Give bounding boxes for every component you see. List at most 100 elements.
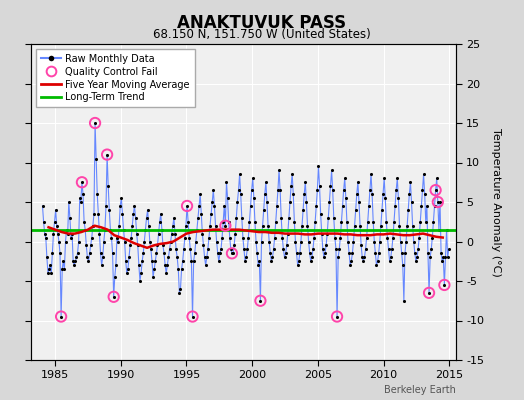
Point: [178, 266, 186, 272]
Point: [48, 250, 57, 256]
Point: [293, 262, 302, 268]
Point: [225, 234, 234, 241]
Point: [299, 207, 307, 213]
Point: [419, 171, 428, 178]
Point: [318, 230, 326, 237]
Point: [130, 203, 139, 209]
Point: [380, 175, 388, 182]
Point: [74, 238, 83, 245]
Point: [417, 203, 425, 209]
Point: [251, 218, 259, 225]
Point: [347, 258, 355, 264]
Point: [188, 313, 196, 320]
Point: [115, 222, 123, 229]
Point: [187, 258, 195, 264]
Point: [304, 238, 313, 245]
Point: [434, 199, 442, 205]
Point: [166, 246, 174, 253]
Point: [286, 199, 294, 205]
Point: [389, 234, 397, 241]
Point: [78, 179, 86, 186]
Point: [404, 207, 412, 213]
Point: [145, 222, 153, 229]
Point: [288, 171, 297, 178]
Point: [265, 238, 274, 245]
Point: [337, 218, 346, 225]
Point: [106, 226, 115, 233]
Point: [336, 234, 345, 241]
Point: [93, 191, 102, 197]
Point: [41, 234, 50, 241]
Point: [77, 199, 85, 205]
Point: [228, 250, 236, 256]
Point: [350, 238, 358, 245]
Point: [261, 179, 270, 186]
Point: [256, 298, 265, 304]
Point: [84, 258, 93, 264]
Point: [78, 179, 86, 186]
Point: [253, 250, 261, 256]
Point: [420, 191, 429, 197]
Point: [260, 191, 269, 197]
Point: [162, 270, 170, 276]
Point: [223, 195, 232, 201]
Point: [371, 250, 379, 256]
Point: [344, 238, 352, 245]
Text: 68.150 N, 151.750 W (United States): 68.150 N, 151.750 W (United States): [153, 28, 371, 41]
Point: [425, 290, 433, 296]
Point: [110, 294, 118, 300]
Point: [183, 203, 191, 209]
Point: [71, 258, 80, 264]
Point: [140, 238, 148, 245]
Point: [424, 250, 432, 256]
Point: [246, 203, 255, 209]
Point: [414, 246, 422, 253]
Point: [70, 262, 79, 268]
Point: [197, 211, 205, 217]
Point: [38, 203, 47, 209]
Point: [342, 195, 350, 201]
Point: [330, 214, 338, 221]
Point: [314, 163, 323, 170]
Point: [107, 234, 116, 241]
Point: [44, 270, 52, 276]
Point: [42, 254, 51, 260]
Point: [134, 242, 142, 249]
Point: [353, 191, 361, 197]
Point: [294, 258, 303, 264]
Point: [267, 258, 276, 264]
Point: [285, 214, 293, 221]
Point: [90, 211, 98, 217]
Point: [104, 183, 113, 189]
Point: [281, 250, 290, 256]
Point: [316, 211, 325, 217]
Point: [235, 171, 244, 178]
Point: [291, 238, 300, 245]
Point: [188, 313, 196, 320]
Point: [321, 250, 329, 256]
Point: [92, 155, 101, 162]
Point: [205, 234, 213, 241]
Point: [46, 262, 54, 268]
Point: [438, 258, 446, 264]
Point: [198, 230, 206, 237]
Point: [297, 238, 305, 245]
Point: [97, 262, 106, 268]
Point: [139, 250, 147, 256]
Point: [195, 203, 203, 209]
Point: [381, 195, 389, 201]
Point: [398, 250, 406, 256]
Point: [287, 183, 295, 189]
Point: [211, 222, 220, 229]
Point: [394, 195, 402, 201]
Point: [363, 234, 371, 241]
Point: [307, 258, 315, 264]
Point: [179, 258, 187, 264]
Point: [182, 222, 190, 229]
Point: [85, 250, 94, 256]
Point: [88, 234, 96, 241]
Point: [441, 254, 450, 260]
Point: [144, 207, 152, 213]
Point: [114, 238, 122, 245]
Point: [111, 274, 119, 280]
